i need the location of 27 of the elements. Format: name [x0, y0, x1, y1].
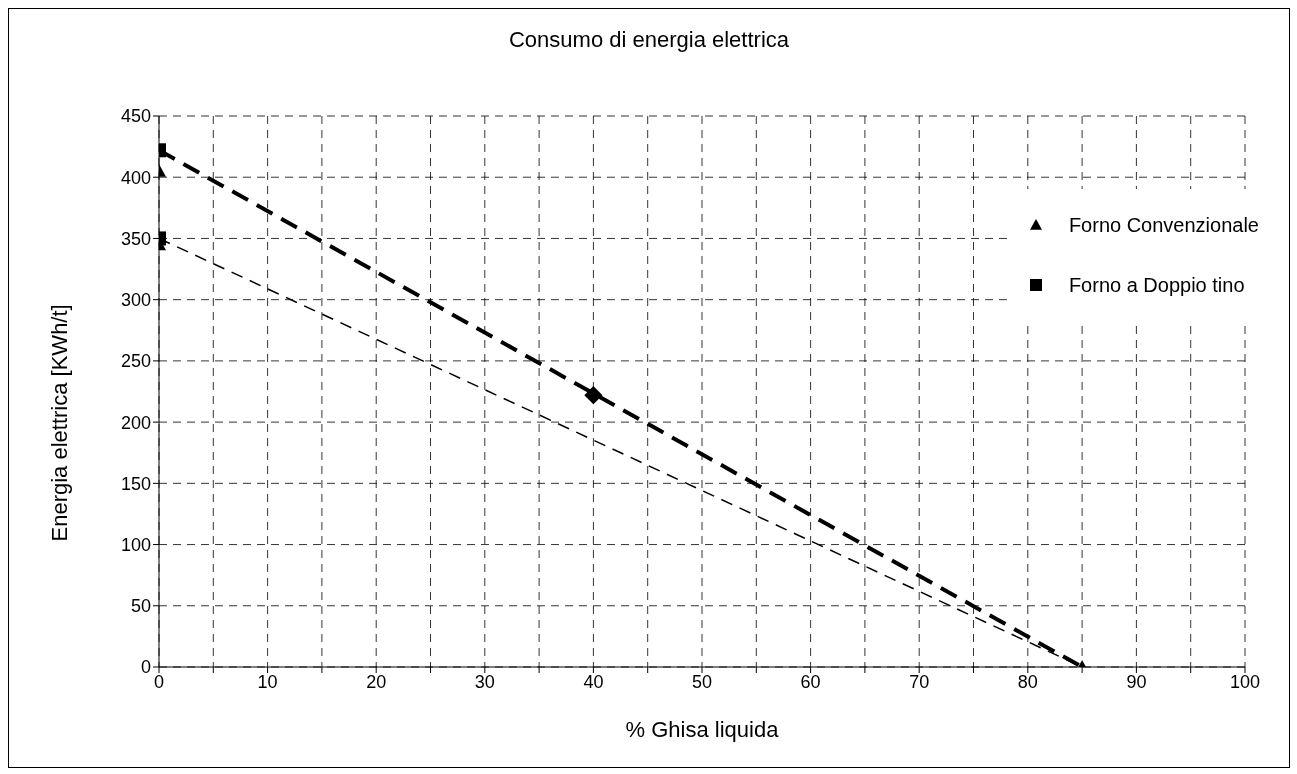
y-tick-label: 200: [120, 412, 151, 433]
y-tick-label: 0: [140, 657, 151, 678]
legend-label: Forno a Doppio tino: [1068, 273, 1245, 297]
x-tick-label: 30: [474, 671, 495, 692]
y-tick-label: 450: [120, 106, 151, 127]
x-tick-label: 100: [1229, 671, 1261, 692]
y-tick-label: 50: [130, 596, 151, 617]
y-tick-label: 150: [120, 473, 151, 494]
x-tick-label: 50: [691, 671, 713, 692]
x-tick-label: 70: [909, 671, 930, 692]
y-tick-label: 400: [120, 167, 151, 188]
x-tick-label: 40: [583, 671, 604, 692]
y-axis-title: Energia elettrica [KWh/t]: [46, 304, 72, 542]
x-tick-label: 10: [257, 671, 278, 692]
x-tick-label: 20: [366, 671, 387, 692]
x-tick-label: 60: [800, 671, 821, 692]
x-tick-label: 0: [153, 671, 165, 692]
chart-title: Consumo di energia elettrica: [507, 27, 790, 53]
y-tick-label: 250: [120, 351, 151, 372]
x-tick-label: 90: [1126, 671, 1147, 692]
x-axis-title: % Ghisa liquida: [625, 717, 780, 742]
point: [584, 386, 603, 405]
y-tick-label: 100: [120, 534, 151, 555]
x-tick-label: 80: [1017, 671, 1038, 692]
y-tick-label: 350: [120, 228, 151, 249]
y-tick-label: 300: [120, 290, 151, 311]
legend-label: Forno Convenzionale: [1068, 213, 1259, 237]
